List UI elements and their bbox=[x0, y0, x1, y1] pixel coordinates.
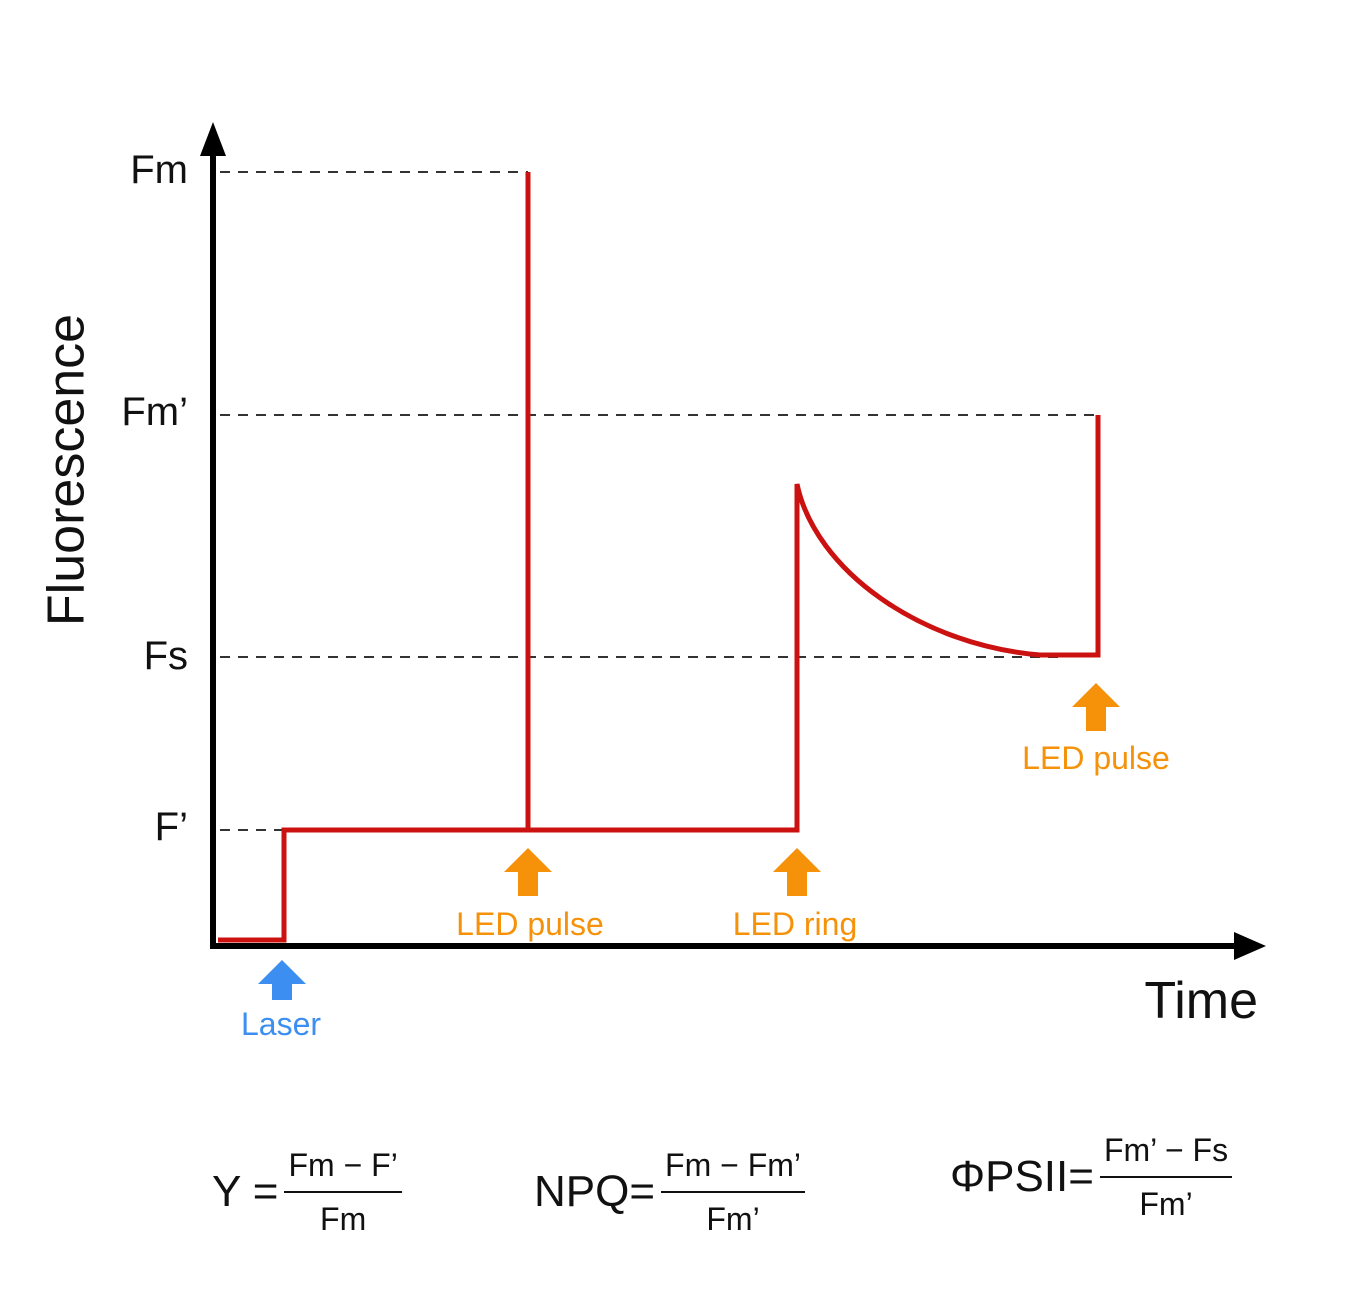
fraction-bar bbox=[661, 1191, 806, 1193]
formula-y-lhs: Y = bbox=[212, 1167, 279, 1216]
fluorescence-trace bbox=[218, 172, 1101, 943]
formula-y-fraction: Fm − F’ Fm bbox=[284, 1145, 402, 1239]
formula-phipsii: ΦPSII= Fm’ − Fs Fm’ bbox=[950, 1130, 1233, 1224]
axes bbox=[200, 122, 1266, 960]
formula-phipsii-denominator: Fm’ bbox=[1139, 1186, 1193, 1222]
formula-y-numerator: Fm − F’ bbox=[288, 1147, 398, 1183]
arrows bbox=[258, 683, 1120, 1000]
formula-npq-denominator: Fm’ bbox=[706, 1201, 760, 1237]
level-labels: Fm Fm’ Fs F’ bbox=[121, 148, 188, 849]
fraction-bar bbox=[284, 1191, 402, 1193]
formula-phipsii-lhs: ΦPSII= bbox=[950, 1152, 1094, 1201]
y-axis-arrowhead-icon bbox=[200, 122, 226, 156]
formula-y-denominator: Fm bbox=[320, 1201, 367, 1237]
annotation-labels: Laser LED pulse LED ring LED pulse bbox=[241, 740, 1170, 1042]
led-ring-arrow-icon bbox=[773, 848, 821, 896]
level-label-f-prime: F’ bbox=[155, 805, 188, 849]
led-pulse-label: LED pulse bbox=[456, 906, 604, 942]
formula-npq: NPQ= Fm − Fm’ Fm’ bbox=[534, 1145, 806, 1239]
led-pulse-2-label: LED pulse bbox=[1022, 740, 1170, 776]
led-ring-label: LED ring bbox=[733, 906, 858, 942]
x-axis-title: Time bbox=[1144, 972, 1258, 1030]
formula-phipsii-numerator: Fm’ − Fs bbox=[1103, 1132, 1229, 1168]
laser-label: Laser bbox=[241, 1006, 321, 1042]
x-axis-arrowhead-icon bbox=[1234, 932, 1266, 960]
formula-y: Y = Fm − F’ Fm bbox=[212, 1145, 402, 1239]
y-axis-title: Fluorescence bbox=[38, 314, 96, 626]
reference-lines bbox=[220, 171, 1098, 831]
led-pulse-2-arrow-icon bbox=[1072, 683, 1120, 731]
level-label-fs: Fs bbox=[144, 634, 188, 678]
laser-arrow-icon bbox=[258, 960, 306, 1000]
formula-npq-fraction: Fm − Fm’ Fm’ bbox=[661, 1145, 806, 1239]
level-label-fm: Fm bbox=[130, 148, 188, 192]
led-pulse-arrow-icon bbox=[504, 848, 552, 896]
formula-phipsii-fraction: Fm’ − Fs Fm’ bbox=[1099, 1130, 1233, 1224]
formula-npq-lhs: NPQ= bbox=[534, 1167, 656, 1216]
formula-npq-numerator: Fm − Fm’ bbox=[665, 1147, 802, 1183]
fraction-bar bbox=[1099, 1176, 1233, 1178]
level-label-fm-prime: Fm’ bbox=[121, 390, 188, 434]
